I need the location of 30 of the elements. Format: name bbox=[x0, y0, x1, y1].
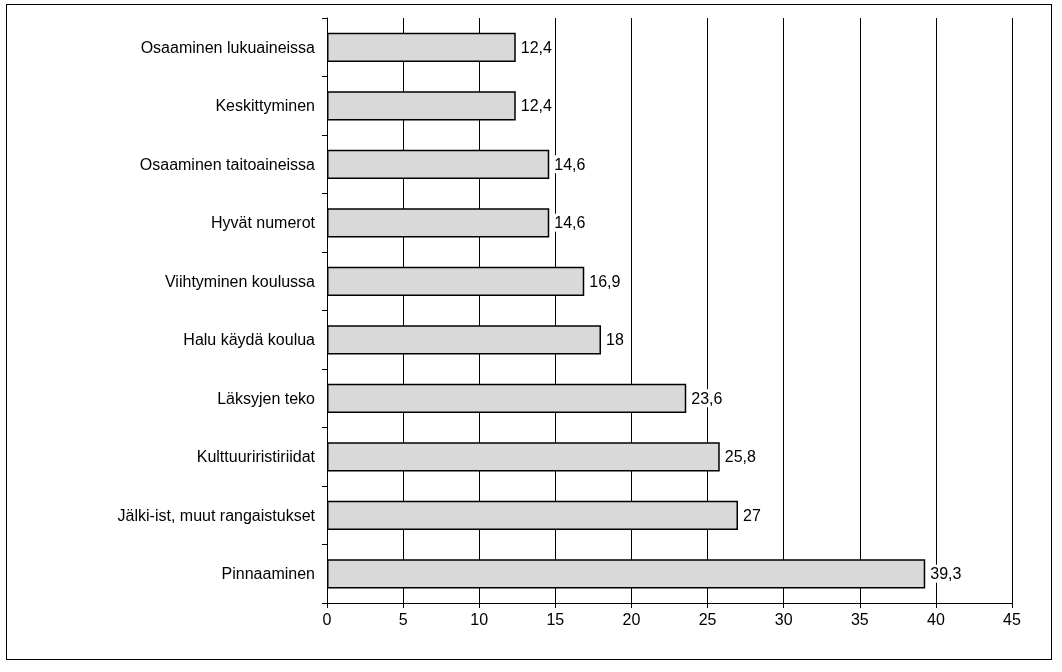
data-label: 12,4 bbox=[520, 38, 552, 56]
y-tick-label: Jälki-ist, muut rangaistukset bbox=[117, 506, 316, 524]
y-tick-label: Läksyjen teko bbox=[217, 389, 316, 407]
y-tick-label: Osaaminen taitoaineissa bbox=[139, 155, 316, 173]
y-tick-label: Pinnaaminen bbox=[221, 565, 315, 583]
y-tick-label: Osaaminen lukuaineissa bbox=[140, 38, 316, 56]
x-tick-label: 10 bbox=[470, 610, 489, 628]
x-tick-label: 20 bbox=[622, 610, 641, 628]
data-label: 14,6 bbox=[554, 214, 586, 232]
x-tick-label: 45 bbox=[1003, 610, 1021, 628]
x-tick-label: 35 bbox=[850, 610, 869, 628]
x-tick-label: 5 bbox=[398, 610, 408, 628]
x-tick-label: 0 bbox=[322, 610, 332, 628]
data-label: 23,6 bbox=[691, 389, 723, 407]
data-label: 27 bbox=[743, 506, 761, 524]
x-tick-label: 25 bbox=[698, 610, 717, 628]
x-tick-label: 30 bbox=[774, 610, 793, 628]
data-label: 25,8 bbox=[724, 448, 756, 466]
data-label: 12,4 bbox=[520, 97, 552, 115]
x-tick-label: 40 bbox=[926, 610, 945, 628]
y-tick-label: Halu käydä koulua bbox=[183, 331, 316, 349]
data-label: 14,6 bbox=[554, 155, 586, 173]
x-tick-label: 15 bbox=[546, 610, 565, 628]
data-label: 39,3 bbox=[930, 565, 962, 583]
y-tick-label: Viihtyminen koulussa bbox=[164, 272, 316, 290]
y-tick-label: Kulttuuriristiriidat bbox=[196, 448, 316, 466]
data-label: 16,9 bbox=[589, 272, 621, 290]
y-tick-label: Keskittyminen bbox=[215, 97, 315, 115]
data-label: 18 bbox=[606, 331, 624, 349]
y-tick-label: Hyvät numerot bbox=[210, 214, 316, 232]
